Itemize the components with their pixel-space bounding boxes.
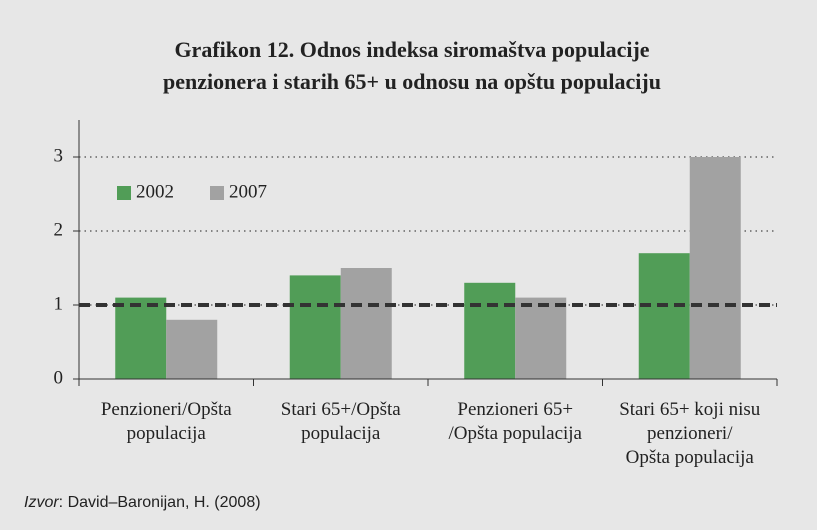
x-tick-label-line: populacija [301, 423, 381, 444]
bar [689, 157, 741, 379]
x-tick-label-line: Opšta populacija [626, 447, 755, 468]
source-text: : David–Baronijan, H. (2008) [59, 494, 261, 511]
bar [340, 268, 392, 379]
bar [464, 282, 516, 379]
bar [289, 275, 341, 379]
chart-title: Grafikon 12. Odnos indeksa siromaštva po… [174, 37, 649, 62]
bar [166, 319, 218, 379]
legend-swatch [117, 186, 131, 200]
chart-title: penzionera i starih 65+ u odnosu na opšt… [163, 69, 661, 94]
bar [638, 253, 690, 379]
x-tick-label: Stari 65+ koji nisu penzioneri/Opšta popu… [619, 399, 761, 468]
x-tick-label: Penzioneri/Opšta populacija [101, 399, 232, 444]
legend-label: 2007 [229, 181, 267, 202]
bar [515, 297, 567, 379]
legend-swatch [210, 186, 224, 200]
x-tick-label: Stari 65+/Opšta populacija [281, 399, 402, 444]
x-tick-label-line: Stari 65+/Opšta [281, 399, 402, 420]
bar [115, 297, 167, 379]
x-tick-label-line: penzioneri/ [647, 423, 733, 444]
x-tick-label: Penzioneri 65+ /Opšta populacija [449, 399, 583, 444]
legend-label: 2002 [136, 181, 174, 202]
x-tick-label-line: Penzioneri 65+ [457, 399, 573, 420]
source-label: Izvor [24, 494, 59, 511]
y-tick-label: 3 [54, 145, 64, 166]
x-tick-label-line: populacija [127, 423, 207, 444]
x-tick-label-line: Penzioneri/Opšta [101, 399, 232, 420]
y-tick-label: 1 [54, 293, 64, 314]
y-tick-label: 2 [54, 219, 64, 240]
x-tick-label-line: /Opšta populacija [449, 423, 583, 444]
y-tick-label: 0 [54, 367, 64, 388]
x-tick-label-line: Stari 65+ koji nisu [619, 399, 761, 420]
source: Izvor: David–Baronijan, H. (2008) [24, 494, 261, 511]
